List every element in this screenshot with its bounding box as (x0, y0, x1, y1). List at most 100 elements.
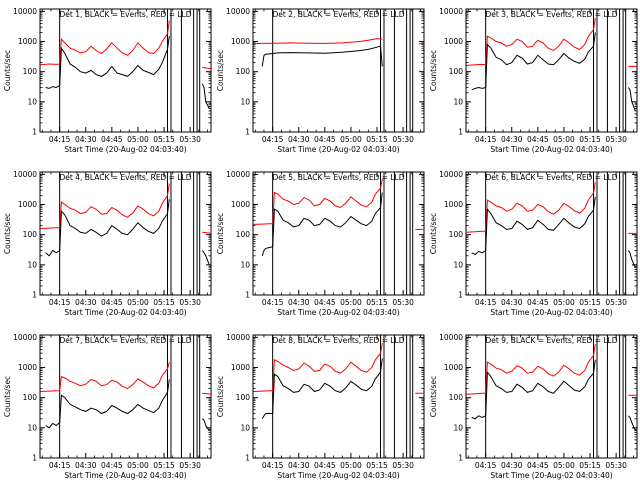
x-tick-label: 05:15 (579, 298, 601, 307)
x-tick-label: 04:30 (501, 461, 523, 470)
x-tick-label: 04:45 (101, 135, 123, 144)
y-tick-label: 10000 (13, 170, 37, 179)
x-tick-label: 04:30 (288, 135, 310, 144)
x-tick-label: 04:45 (314, 298, 336, 307)
events-series-line (45, 199, 210, 265)
events-series-line (45, 36, 210, 109)
y-tick-label: 1 (32, 291, 37, 300)
x-tick-label: 04:15 (49, 135, 71, 144)
y-tick-label: 10 (27, 423, 37, 432)
x-tick-label: 04:30 (75, 298, 97, 307)
y-axis-label: Counts/sec (3, 213, 12, 254)
events-series-line (261, 45, 383, 67)
panel-title: Det 7, BLACK = Events, RED = LLD (59, 336, 191, 345)
y-tick-label: 1 (458, 128, 463, 137)
x-tick-label: 04:15 (49, 298, 71, 307)
x-tick-label: 04:45 (101, 461, 123, 470)
x-tick-label: 05:15 (153, 461, 175, 470)
y-tick-label: 1000 (444, 363, 463, 372)
x-tick-label: 04:45 (527, 461, 549, 470)
y-tick-label: 100 (23, 230, 38, 239)
y-tick-label: 100 (449, 393, 464, 402)
events-series-line (261, 358, 383, 420)
plot-frame (465, 8, 638, 133)
lld-series-line (253, 342, 424, 394)
x-tick-label: 05:00 (127, 298, 149, 307)
y-tick-label: 10000 (226, 170, 250, 179)
x-tick-label: 05:15 (366, 461, 388, 470)
y-tick-label: 100 (236, 67, 251, 76)
y-tick-label: 1 (245, 291, 250, 300)
x-tick-label: 04:15 (475, 135, 497, 144)
lld-series-line (466, 18, 637, 67)
panel-title: Det 6, BLACK = Events, RED = LLD (485, 173, 617, 182)
x-tick-label: 05:30 (179, 135, 201, 144)
y-tick-label: 10000 (439, 170, 463, 179)
x-tick-label: 05:15 (579, 461, 601, 470)
y-tick-label: 1000 (231, 200, 250, 209)
x-axis-label: Start Time (20-Aug-02 04:03:40) (64, 308, 186, 317)
x-tick-label: 05:00 (553, 298, 575, 307)
x-tick-label: 05:00 (127, 461, 149, 470)
y-tick-label: 10 (240, 260, 250, 269)
x-tick-label: 04:30 (75, 461, 97, 470)
panel-title: Det 3, BLACK = Events, RED = LLD (485, 10, 617, 19)
x-tick-label: 04:30 (288, 298, 310, 307)
x-tick-label: 04:30 (501, 298, 523, 307)
x-tick-label: 05:30 (605, 298, 627, 307)
x-tick-label: 04:15 (475, 461, 497, 470)
x-tick-label: 05:30 (392, 135, 414, 144)
plot-frame (252, 334, 425, 459)
x-tick-label: 05:00 (340, 461, 362, 470)
x-tick-label: 05:15 (366, 298, 388, 307)
y-tick-label: 10000 (439, 333, 463, 342)
x-tick-label: 05:00 (127, 135, 149, 144)
lld-series-line (40, 20, 212, 70)
x-tick-label: 04:15 (262, 461, 284, 470)
x-tick-label: 04:45 (314, 461, 336, 470)
y-axis-label: Counts/sec (3, 376, 12, 417)
y-tick-label: 10 (27, 260, 37, 269)
y-tick-label: 1 (32, 454, 37, 463)
y-axis-label: Counts/sec (429, 213, 438, 254)
panel-title: Det 8, BLACK = Events, RED = LLD (272, 336, 404, 345)
events-series-line (471, 196, 636, 268)
y-tick-label: 10 (453, 423, 463, 432)
y-axis-label: Counts/sec (216, 50, 225, 91)
events-series-line (261, 192, 383, 256)
x-tick-label: 04:15 (475, 298, 497, 307)
x-tick-label: 04:45 (527, 135, 549, 144)
x-axis-label: Start Time (20-Aug-02 04:03:40) (490, 308, 612, 317)
y-tick-label: 100 (449, 230, 464, 239)
y-tick-label: 1000 (18, 37, 37, 46)
x-axis-label: Start Time (20-Aug-02 04:03:40) (64, 145, 186, 154)
panel-det-4: 1 10 100 1000 10000 04:15 04:30 04:45 05:00 05:15… (3, 170, 212, 317)
y-tick-label: 10 (240, 97, 250, 106)
panel-title: Det 1, BLACK = Events, RED = LLD (59, 10, 191, 19)
panel-title: Det 2, BLACK = Events, RED = LLD (272, 10, 404, 19)
x-tick-label: 04:15 (262, 135, 284, 144)
x-tick-label: 04:30 (75, 135, 97, 144)
plot-frame (39, 171, 212, 296)
events-series-line (45, 379, 210, 432)
plot-frame (39, 8, 212, 133)
y-axis-label: Counts/sec (3, 50, 12, 91)
lld-series-line (466, 182, 637, 234)
x-tick-label: 04:30 (288, 461, 310, 470)
y-axis-label: Counts/sec (216, 213, 225, 254)
panel-title: Det 9, BLACK = Events, RED = LLD (485, 336, 617, 345)
lld-series-line (253, 179, 424, 230)
x-tick-label: 04:15 (49, 461, 71, 470)
y-tick-label: 10000 (226, 7, 250, 16)
y-tick-label: 100 (236, 393, 251, 402)
y-tick-label: 10000 (13, 333, 37, 342)
y-tick-label: 1000 (444, 37, 463, 46)
y-tick-label: 1000 (18, 363, 37, 372)
y-tick-label: 1 (458, 291, 463, 300)
lld-series-line (466, 344, 637, 396)
plot-frame (465, 334, 638, 459)
y-tick-label: 1000 (444, 200, 463, 209)
x-axis-label: Start Time (20-Aug-02 04:03:40) (64, 471, 186, 480)
y-axis-label: Counts/sec (429, 50, 438, 91)
